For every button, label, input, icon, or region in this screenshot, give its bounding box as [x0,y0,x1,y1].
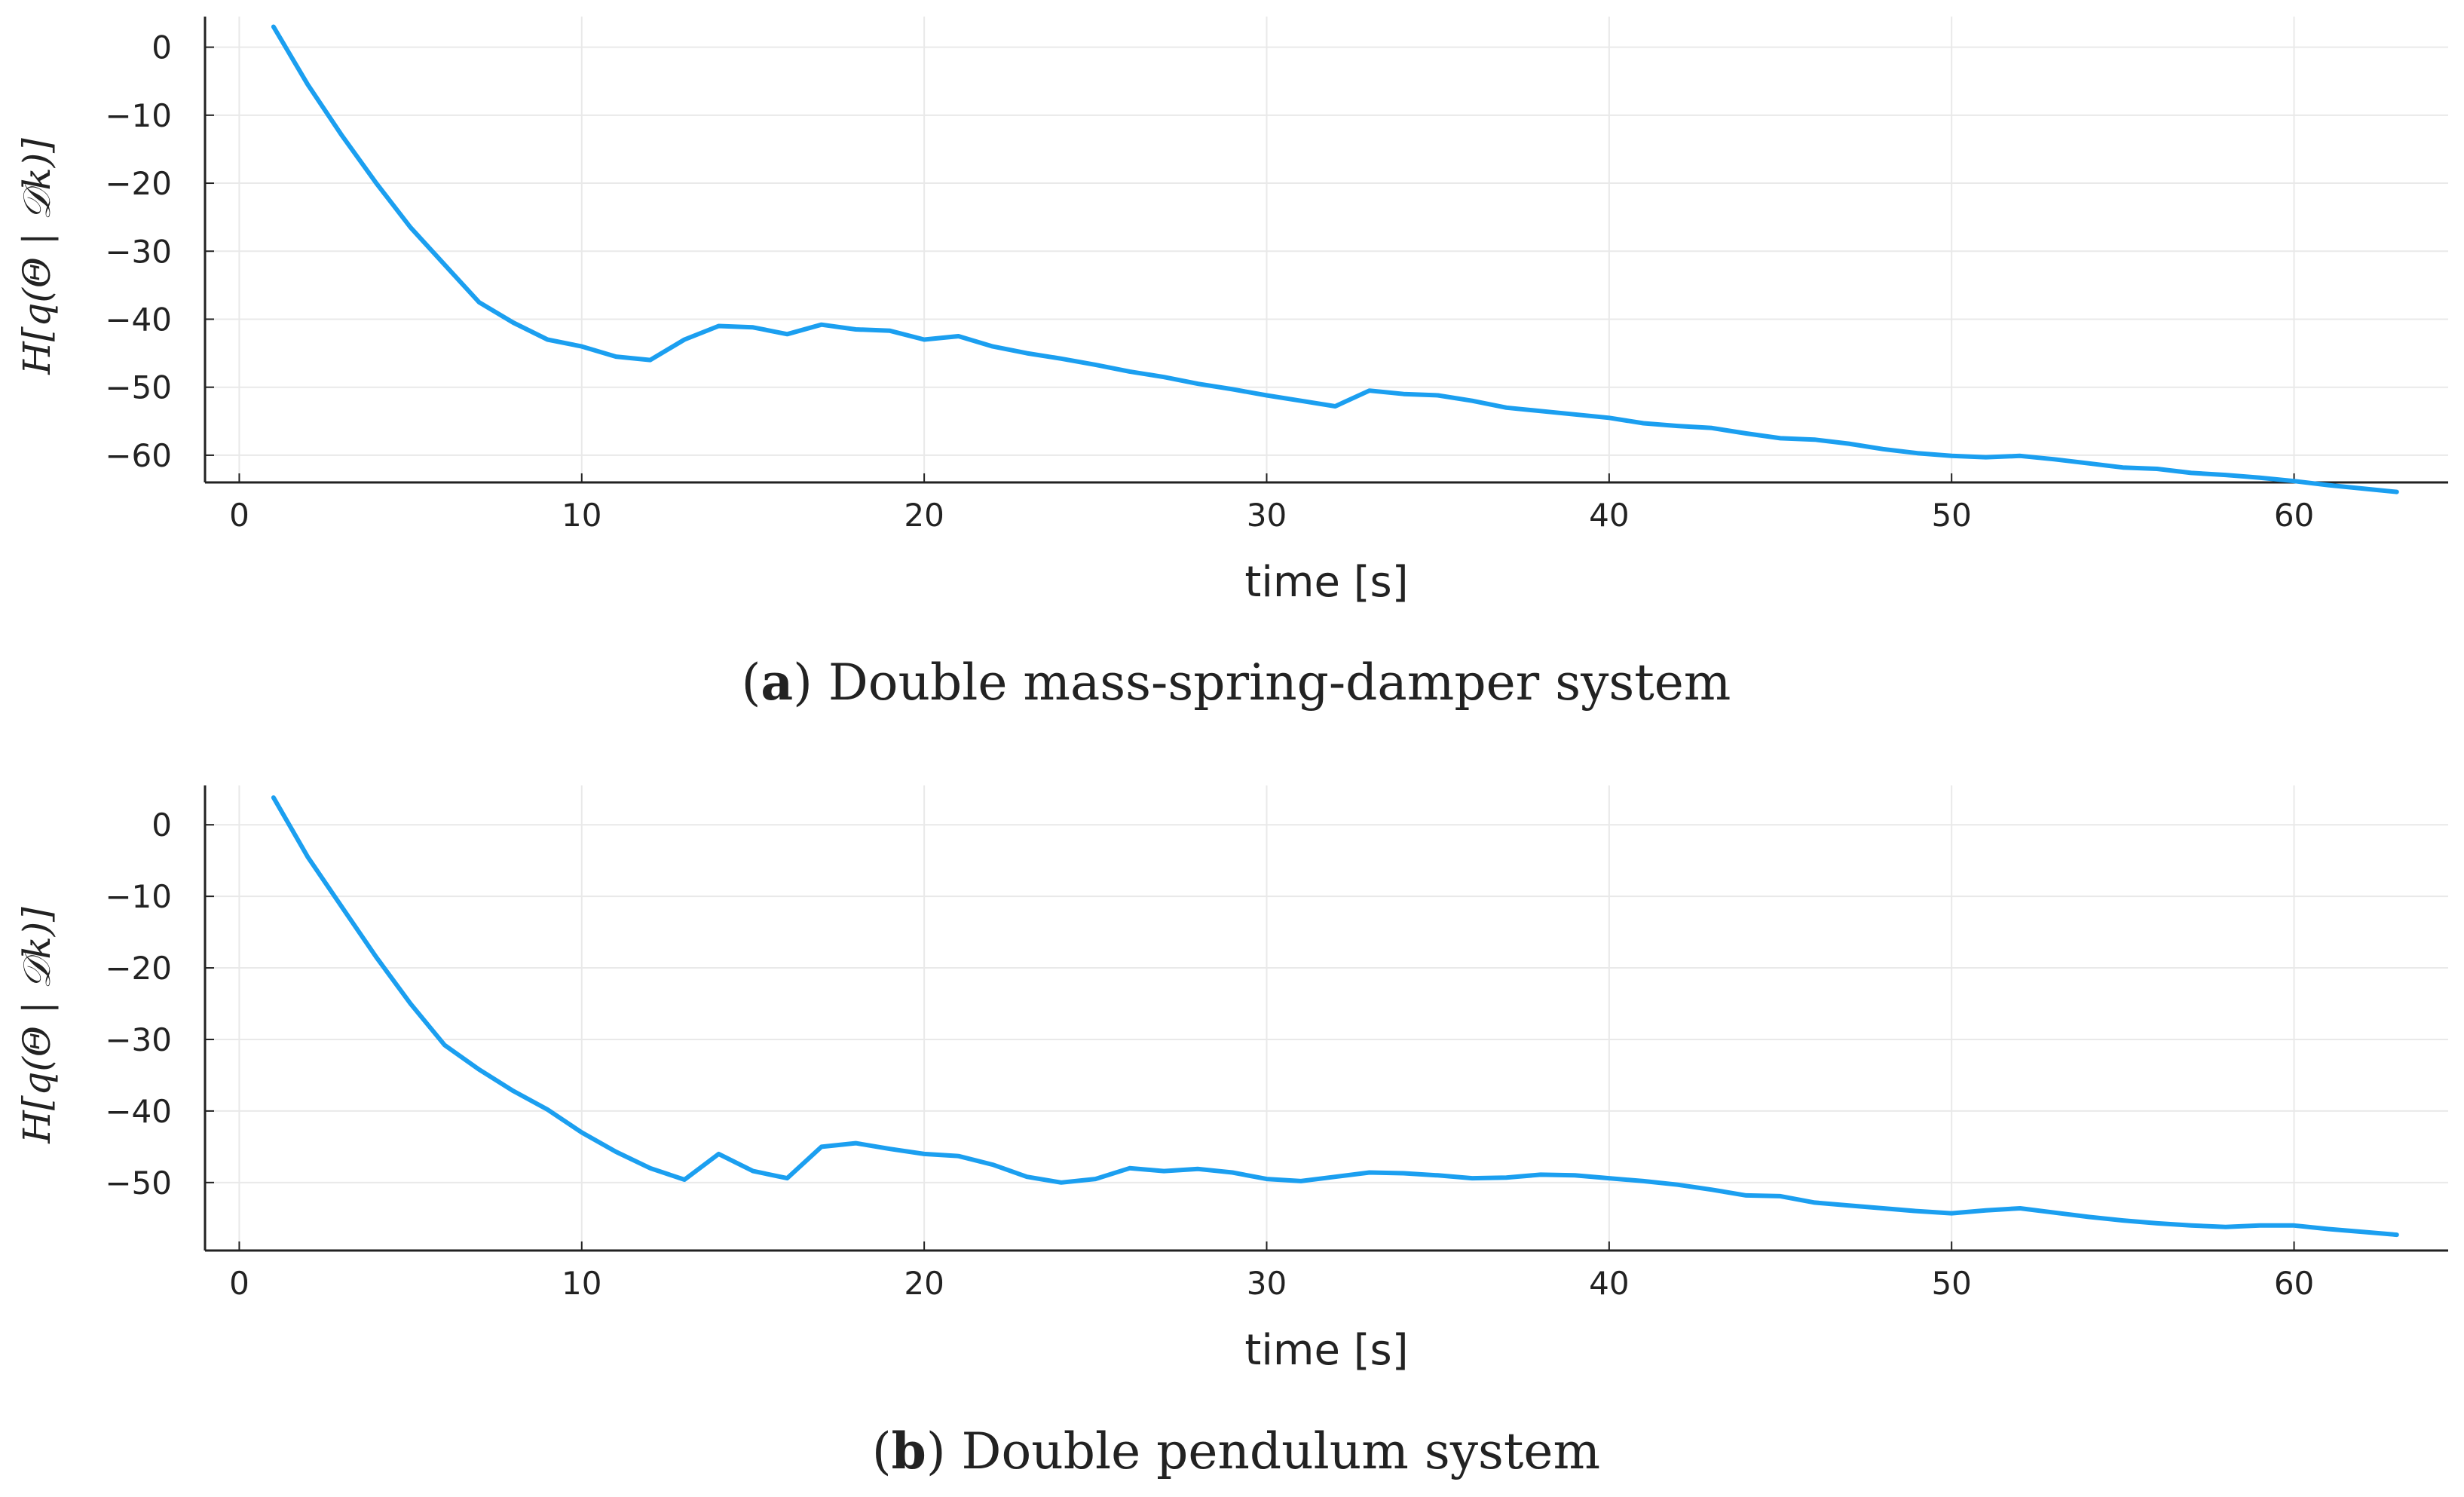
panel-b-axes [204,785,2448,1252]
panel-a-x-tick-label: 10 [562,497,601,534]
panel-b-x-tick-label: 0 [229,1265,249,1302]
panel-b-tick-labels: 0 10 20 30 40 50 60 0 −10 −20 −30 −40 −50 [105,807,2314,1302]
panel-a-y-tick-label: −60 [105,437,172,474]
panel-a-x-tick-label: 60 [2274,497,2314,534]
panel-a-x-tick-label: 40 [1589,497,1629,534]
panel-a-caption-text: Double mass-spring-damper system [813,654,1731,712]
panel-a-y-tick-label: 0 [152,29,172,66]
panel-a-y-tick-label: −40 [105,301,172,338]
panel-a-y-tick-label: −50 [105,369,172,406]
panel-b-x-axis-label: time [s] [1244,1326,1408,1375]
panel-b-y-axis-label: H[q(Θ | 𝒟k)] [15,907,59,1144]
panel-b-x-tick-label: 50 [1931,1265,1971,1302]
panel-b-y-tick-label: −10 [105,878,172,915]
panel-b-caption-text: Double pendulum system [946,1422,1600,1480]
panel-a-tick-labels: 0 10 20 30 40 50 60 0 −10 −20 −30 −40 −50 −60 [105,29,2314,534]
panel-b-y-tick-label: −30 [105,1021,172,1058]
panel-b-y-tick-label: −50 [105,1165,172,1202]
panel-a-caption: (a) Double mass-spring-damper system [742,653,1731,712]
panel-a-x-tick-label: 50 [1931,497,1971,534]
panel-b-x-tick-label: 30 [1247,1265,1287,1302]
panel-b-x-tick-label: 40 [1589,1265,1629,1302]
panel-b-y-tick-label: 0 [152,807,172,843]
panel-b-x-tick-label: 10 [562,1265,601,1302]
panel-b-caption-label: b [892,1422,926,1480]
panel-a-x-tick-label: 0 [229,497,249,534]
panel-b: 0 10 20 30 40 50 60 0 −10 −20 −30 −40 −50 time [s] H… [15,785,2448,1480]
panel-b-y-tick-label: −40 [105,1093,172,1130]
panel-b-series [271,795,2399,1238]
panel-a-y-tick-label: −20 [105,165,172,202]
panel-b-caption: (b) Double pendulum system [872,1422,1600,1480]
panel-a-caption-label: a [761,653,793,712]
panel-b-x-tick-label: 20 [904,1265,944,1302]
panel-a-series [271,24,2399,494]
panel-a-y-axis-label: H[q(Θ | 𝒟k)] [15,138,59,375]
panel-a-y-tick-label: −10 [105,97,172,134]
panel-a-series-line [271,24,2399,494]
panel-a-y-tick-label: −30 [105,233,172,270]
panel-a-grid [205,17,2448,482]
panel-b-grid [205,785,2448,1251]
panel-a-x-tick-label: 20 [904,497,944,534]
panel-b-y-tick-label: −20 [105,950,172,987]
panel-a-x-axis-label: time [s] [1244,558,1408,607]
panel-a-axes [204,17,2448,484]
panel-b-series-line [271,795,2399,1238]
panel-a-x-tick-label: 30 [1247,497,1287,534]
panel-a: 0 10 20 30 40 50 60 0 −10 −20 −30 −40 −50 −60 time [s… [15,17,2448,712]
panel-b-x-tick-label: 60 [2274,1265,2314,1302]
